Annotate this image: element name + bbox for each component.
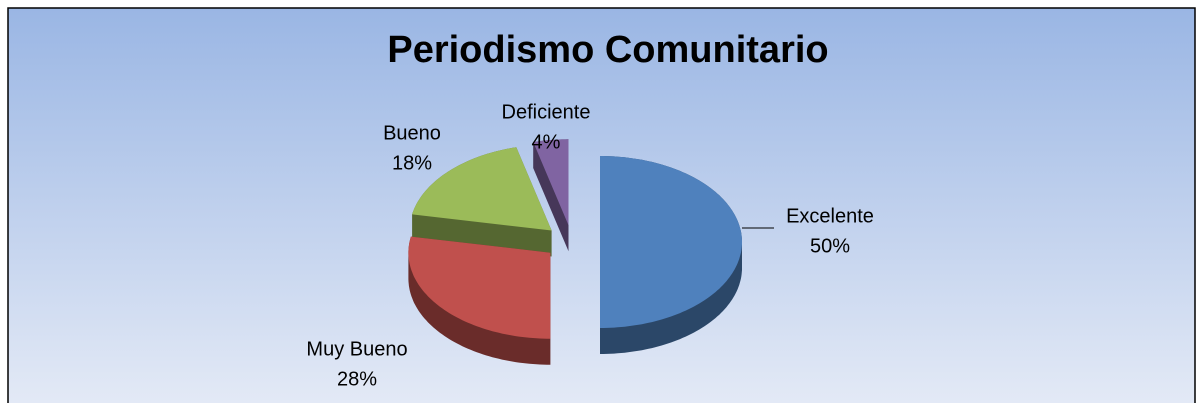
data-label-name: Excelente	[786, 205, 874, 227]
slice	[412, 147, 552, 231]
slice	[600, 156, 742, 328]
data-label-value: 28%	[337, 368, 377, 390]
chart-title: Periodismo Comunitario	[387, 29, 828, 71]
data-label-name: Muy Bueno	[306, 338, 407, 360]
data-label-value: 18%	[392, 152, 432, 174]
slice	[533, 139, 569, 226]
data-label-name: Deficiente	[502, 101, 591, 123]
slice	[408, 236, 551, 339]
data-label-value: 50%	[810, 235, 850, 257]
data-label-name: Bueno	[383, 122, 441, 144]
data-label-value: 4%	[532, 131, 561, 153]
